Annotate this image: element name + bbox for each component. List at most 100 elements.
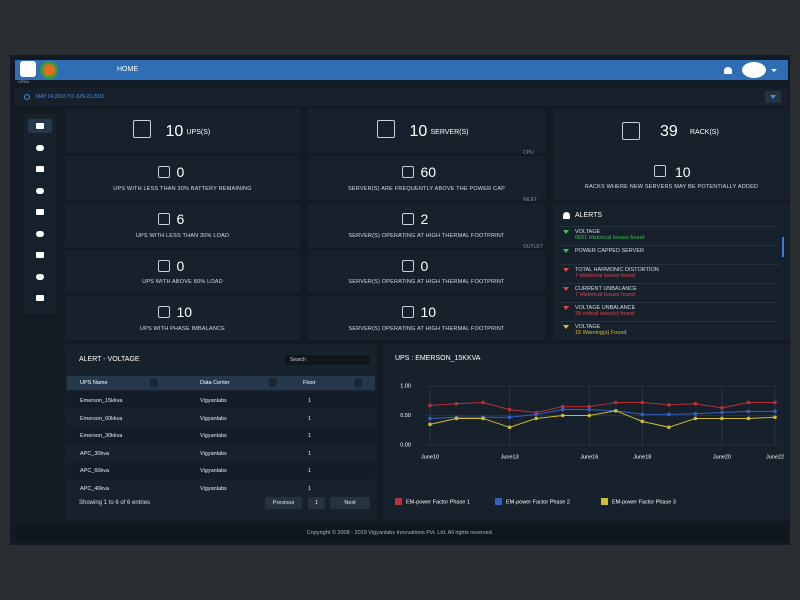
column-header[interactable]: Data Center xyxy=(200,380,230,386)
stat-icon xyxy=(401,166,414,178)
alert-icon xyxy=(563,249,569,256)
date-bar xyxy=(15,88,788,106)
stat-label: UPS WITH LESS THAN 30% LOAD xyxy=(135,232,230,239)
footer-bar xyxy=(15,525,788,541)
page-button[interactable] xyxy=(330,497,370,509)
table-cell: Emerson_60kkva xyxy=(80,415,123,422)
legend-swatch xyxy=(495,498,502,505)
table-row xyxy=(67,427,375,444)
point xyxy=(640,412,645,417)
stat-icon xyxy=(401,212,414,225)
point xyxy=(693,411,698,416)
sort-icon[interactable] xyxy=(269,378,277,387)
table-row xyxy=(67,409,375,427)
stat-value: 0 xyxy=(176,257,185,274)
avatar[interactable] xyxy=(742,62,766,78)
sidebar-icon[interactable] xyxy=(36,230,44,237)
table-cell: Vigyanlabs xyxy=(200,468,227,474)
stat-label: SERVER(S) OPERATING AT HIGH THERMAL FOOT… xyxy=(348,232,505,239)
alert-name: TOTAL HARMONIC DISTORTION xyxy=(575,267,659,273)
avatar-caret[interactable] xyxy=(771,69,777,75)
point xyxy=(667,412,671,417)
alerts-title: ALERTS xyxy=(575,212,603,219)
point xyxy=(428,416,432,421)
point xyxy=(454,401,459,406)
point xyxy=(534,412,538,417)
stat-value: 10 xyxy=(165,123,184,140)
point xyxy=(587,404,592,409)
stat-icon xyxy=(401,259,414,272)
search-placeholder[interactable]: Search xyxy=(290,357,306,363)
date-range: MAY 24,2018 TO JUN 23,2019 xyxy=(36,94,105,100)
stat-icon xyxy=(157,166,170,178)
point xyxy=(693,401,698,406)
alert-detail: 39 critical issue(s) found xyxy=(575,311,635,317)
logo-badge xyxy=(40,61,58,79)
column-header[interactable]: UPS Name xyxy=(80,380,108,386)
alert-divider xyxy=(560,264,780,265)
legend-swatch xyxy=(601,498,608,505)
sidebar-icon[interactable] xyxy=(36,187,44,194)
table-cell: Vigyanlabs xyxy=(200,433,227,439)
search-box[interactable] xyxy=(285,355,370,365)
table-row xyxy=(67,479,375,497)
x-tick-label: June22 xyxy=(766,454,784,460)
sidebar-icon[interactable] xyxy=(36,273,44,280)
table-cell: Emerson_15kkva xyxy=(80,398,123,404)
alert-name: VOLTAGE xyxy=(575,324,601,330)
sort-icon[interactable] xyxy=(354,378,362,387)
table-cell: Vigyanlabs xyxy=(200,485,227,492)
stat-icon xyxy=(157,259,170,272)
page-button-label[interactable]: Next xyxy=(344,500,356,506)
alert-detail: 15 Warning(s) Found xyxy=(575,330,627,336)
table-header xyxy=(67,376,375,390)
sidebar-icon[interactable] xyxy=(36,209,44,215)
alert-divider xyxy=(560,283,780,284)
alert-icon xyxy=(563,230,569,237)
header-title: HOME xyxy=(117,66,138,73)
stat-cell xyxy=(553,108,790,200)
page-button-label[interactable]: 1 xyxy=(314,500,319,506)
sidebar-icon[interactable] xyxy=(36,166,44,172)
table-row xyxy=(67,392,375,409)
column-header[interactable]: Floor xyxy=(303,380,316,386)
stat-value: 10 xyxy=(176,304,193,321)
table-cell: 1 xyxy=(308,468,312,474)
stat-value: 0 xyxy=(176,164,185,180)
stat-icon xyxy=(376,120,395,138)
stat-tag: INLET xyxy=(523,196,538,203)
page-button[interactable] xyxy=(265,497,302,509)
sidebar-icon[interactable] xyxy=(36,252,44,258)
table-cell: 1 xyxy=(308,485,312,492)
clock-icon xyxy=(24,94,30,100)
legend-label: EM-power Factor Phase 3 xyxy=(612,499,676,505)
alert-detail: 7 Historical Issues found xyxy=(575,292,635,298)
alert-name: CURRENT UNBALANCE xyxy=(575,286,637,292)
stat-cell xyxy=(308,296,545,340)
table-row xyxy=(67,462,375,479)
point xyxy=(693,416,698,421)
stat-value: 6 xyxy=(176,210,185,227)
sidebar-icon[interactable] xyxy=(36,144,44,151)
sort-icon[interactable] xyxy=(150,378,158,387)
table-cell: Emerson_30kkva xyxy=(80,433,123,439)
page-button-label[interactable]: Previous xyxy=(272,500,295,506)
alert-divider xyxy=(560,245,780,246)
filter-icon[interactable] xyxy=(770,95,776,102)
stat-label: RACK(S) xyxy=(690,129,719,136)
stat-value: 39 xyxy=(660,123,678,140)
table-cell: Vigyanlabs xyxy=(200,415,227,422)
sidebar-icon[interactable] xyxy=(36,295,44,301)
stat-value: 10 xyxy=(420,304,437,321)
chart: UPS : EMERSON_15KKVA 0.00 0.50 1.00 June10 Ju… xyxy=(395,355,784,505)
legend-label: EM-power Factor Phase 1 xyxy=(406,499,470,505)
point xyxy=(773,400,777,405)
sidebar-icon[interactable] xyxy=(36,123,44,129)
table-row xyxy=(67,444,375,462)
bell-icon[interactable] xyxy=(724,67,732,74)
page-button[interactable] xyxy=(308,497,325,509)
table-cell: APC_40kva xyxy=(80,485,110,492)
point xyxy=(428,403,432,408)
stat-value: 10 xyxy=(409,123,428,140)
stat-value: 10 xyxy=(675,164,691,180)
